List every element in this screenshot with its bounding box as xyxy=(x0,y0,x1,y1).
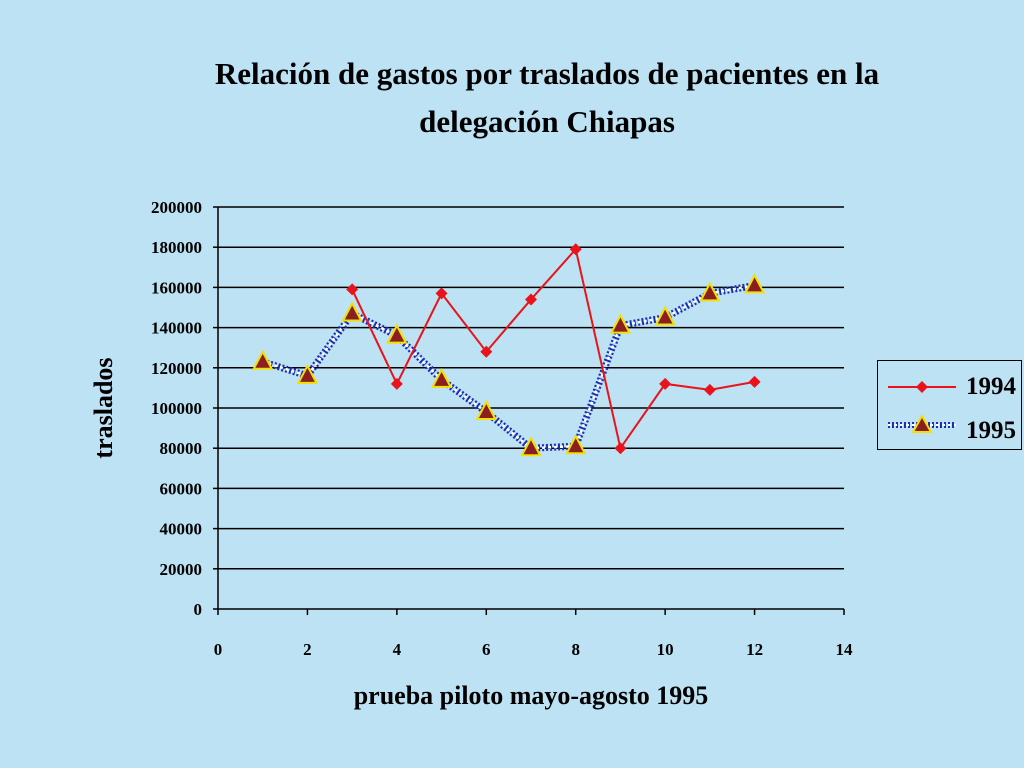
y-tick-label: 160000 xyxy=(151,278,202,297)
point-1995-4 xyxy=(386,323,408,344)
y-axis-title: traslados xyxy=(89,357,118,458)
legend-label-1995: 1995 xyxy=(966,417,1016,444)
point-1994-9 xyxy=(614,442,627,455)
chart-title-line-1: Relación de gastos por traslados de paci… xyxy=(214,56,880,91)
series-line-1995 xyxy=(261,281,756,452)
point-1994-5 xyxy=(435,287,448,300)
y-tick-label: 100000 xyxy=(151,399,202,418)
point-1995-2 xyxy=(296,363,319,384)
legend: 1994 1995 xyxy=(877,360,1022,450)
legend-label-1994: 1994 xyxy=(966,373,1016,400)
point-1994-4 xyxy=(390,377,403,390)
series-line-1994 xyxy=(351,247,755,451)
point-1994-3 xyxy=(346,283,359,296)
x-tick-label: 6 xyxy=(482,640,491,659)
x-tick-label: 10 xyxy=(657,640,674,659)
legend-swatch-1995 xyxy=(888,415,956,433)
x-tick-label: 4 xyxy=(393,640,402,659)
point-1995-12 xyxy=(743,273,766,294)
x-axis-title: prueba piloto mayo-agosto 1995 xyxy=(354,681,709,710)
x-tick-label: 14 xyxy=(836,640,854,659)
point-1995-9 xyxy=(609,313,632,334)
axes: 0 20000 40000 60000 80000 100000 120000 140000 1… xyxy=(151,198,853,659)
x-tick-label: 0 xyxy=(214,640,223,659)
point-1994-12 xyxy=(748,375,761,388)
chart-title-line-2: delegación Chiapas xyxy=(419,104,675,139)
point-1994-6 xyxy=(480,345,493,358)
y-tick-label: 20000 xyxy=(160,560,203,579)
point-1994-7 xyxy=(525,293,537,306)
point-1994-10 xyxy=(659,377,672,390)
point-1994-11 xyxy=(703,383,716,396)
legend-item-1994: 1994 xyxy=(884,371,1019,403)
y-tick-label: 140000 xyxy=(151,319,202,338)
point-1995-8 xyxy=(565,434,587,455)
point-1995-5 xyxy=(430,367,453,388)
legend-swatch-1994 xyxy=(888,381,956,393)
x-tick-label: 2 xyxy=(303,640,312,659)
y-tick-label: 180000 xyxy=(151,238,202,257)
y-tick-label: 80000 xyxy=(160,439,203,458)
y-tick-label: 200000 xyxy=(151,198,202,217)
y-tick-label: 40000 xyxy=(160,520,203,539)
x-tick-label: 8 xyxy=(571,640,580,659)
series-layer xyxy=(252,243,766,457)
gridlines xyxy=(218,206,844,570)
point-1995-10 xyxy=(654,305,676,326)
series-line-1995-inner xyxy=(262,284,755,450)
point-1995-1 xyxy=(252,349,274,370)
point-1995-11 xyxy=(699,281,721,302)
point-1994-8 xyxy=(569,243,582,256)
point-1995-6 xyxy=(475,399,497,421)
legend-item-1995: 1995 xyxy=(884,415,1019,447)
y-tick-label: 60000 xyxy=(160,479,203,498)
y-tick-label: 120000 xyxy=(151,359,202,378)
y-tick-label: 0 xyxy=(194,600,203,619)
point-1995-3 xyxy=(341,301,363,322)
x-tick-label: 12 xyxy=(746,640,763,659)
point-1995-7 xyxy=(520,436,542,457)
